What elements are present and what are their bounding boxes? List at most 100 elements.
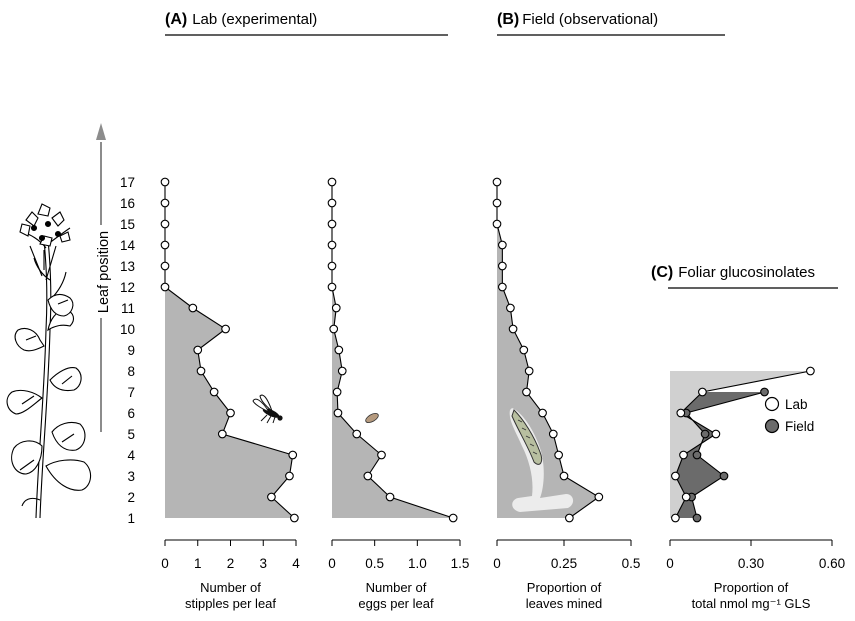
gls-x-axis-title: total nmol mg⁻¹ GLS	[692, 596, 811, 611]
y-tick-label: 16	[120, 196, 135, 211]
mined-point	[506, 303, 515, 313]
gls-lab-point	[676, 408, 686, 418]
stipples-x-tick-label: 2	[227, 556, 235, 571]
y-axis-title: Leaf position	[96, 231, 112, 313]
eggs-x-tick-label: 1.0	[408, 556, 427, 571]
stipples-point	[209, 387, 219, 397]
mined-x-axis-title: leaves mined	[526, 596, 603, 611]
gls-field-point	[700, 429, 710, 439]
eggs-point	[334, 345, 344, 355]
y-tick-label: 5	[127, 427, 135, 442]
y-tick-label: 2	[127, 490, 135, 505]
gls-lab-point	[698, 387, 707, 397]
y-tick-label: 14	[120, 238, 136, 253]
stipples-x-axis-title: stipples per leaf	[185, 596, 276, 611]
mined-point	[498, 282, 507, 292]
y-tick-label: 10	[120, 322, 135, 337]
mined-point	[492, 219, 502, 229]
gls-x-axis-title: Proportion of	[714, 580, 789, 595]
y-tick-label: 17	[120, 175, 135, 190]
eggs-point	[331, 303, 341, 313]
mined-point	[522, 387, 531, 397]
eggs-point	[327, 282, 337, 292]
gls-field-point	[719, 471, 729, 481]
stipples-point	[160, 282, 170, 292]
stipples-point	[188, 303, 198, 313]
eggs-x-tick-label: 0.5	[365, 556, 384, 571]
egg-icon	[365, 412, 379, 424]
panel-a-title: (A) Lab (experimental)	[165, 11, 317, 28]
gls-lab-point	[671, 471, 680, 481]
gls-x-tick-label: 0	[666, 556, 674, 571]
mined-x-tick-label: 0.5	[622, 556, 641, 571]
y-tick-label: 6	[127, 406, 135, 421]
panel-b-title: (B) Field (observational)	[497, 11, 658, 28]
eggs-point	[327, 219, 337, 229]
gls-lab-point	[681, 492, 691, 502]
gls-x-tick-label: 0.60	[819, 556, 845, 571]
mined-point	[548, 429, 558, 439]
stipples-point	[193, 345, 203, 355]
eggs-point	[448, 513, 458, 523]
mined-x-axis-title: Proportion of	[527, 580, 602, 595]
gls-field-point	[692, 513, 702, 523]
mined-point	[559, 471, 569, 481]
y-tick-label: 12	[120, 280, 135, 295]
mined-x-tick-label: 0	[493, 556, 501, 571]
legend-field-marker	[764, 418, 780, 434]
eggs-point	[327, 177, 337, 187]
eggs-x-axis-title: Number of	[366, 580, 427, 595]
legend: Lab Field	[764, 396, 814, 434]
gls-field-point	[692, 450, 702, 460]
legend-lab-marker	[764, 396, 780, 412]
gls-lab-point	[679, 450, 688, 460]
eggs-point	[332, 387, 342, 397]
eggs-x-tick-label: 1.5	[451, 556, 470, 571]
eggs-point	[337, 366, 347, 376]
eggs-point	[352, 429, 362, 439]
y-tick-label: 3	[127, 469, 135, 484]
gls-lab-point	[711, 429, 721, 439]
mined-point	[519, 345, 529, 355]
leaf-mine-icon	[509, 408, 574, 512]
eggs-area	[332, 182, 454, 518]
y-tick-label: 7	[127, 385, 135, 400]
stipples-x-axis-title: Number of	[200, 580, 261, 595]
stipples-point	[160, 240, 170, 250]
gls-lab-area	[670, 371, 811, 518]
mined-area	[497, 182, 599, 518]
mined-point	[524, 366, 534, 376]
eggs-point	[363, 471, 373, 481]
mined-point	[492, 198, 502, 208]
stipples-point	[217, 429, 227, 439]
gls-x-tick-label: 0.30	[738, 556, 764, 571]
mined-x-tick-label: 0.25	[551, 556, 577, 571]
y-tick-label: 9	[127, 343, 135, 358]
leaf-position-arrow	[96, 123, 106, 432]
y-tick-label: 4	[127, 448, 135, 463]
mined-point	[492, 177, 502, 187]
stipples-point	[160, 177, 170, 187]
mined-point	[538, 408, 547, 418]
eggs-point	[377, 450, 386, 460]
mined-point	[565, 513, 574, 523]
stipples-x-tick-label: 3	[259, 556, 267, 571]
plant-illustration-icon	[6, 203, 92, 519]
eggs-point	[333, 408, 343, 418]
eggs-x-tick-label: 0	[328, 556, 336, 571]
stipples-area	[165, 182, 295, 518]
stipples-point	[160, 261, 170, 271]
gls-field-point	[760, 387, 769, 397]
stipples-point	[226, 408, 235, 418]
stipples-point	[288, 450, 298, 460]
eggs-point	[327, 198, 337, 208]
gls-lab-point	[671, 513, 680, 523]
stipples-x-tick-label: 1	[194, 556, 202, 571]
gls-lab-point	[806, 366, 815, 376]
stipples-point	[221, 324, 230, 334]
